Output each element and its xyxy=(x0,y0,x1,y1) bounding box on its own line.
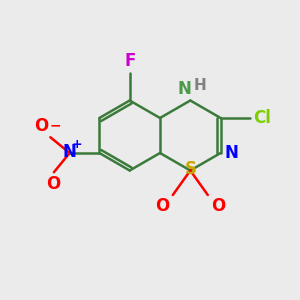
Text: F: F xyxy=(124,52,135,70)
Text: +: + xyxy=(71,137,82,151)
Text: O: O xyxy=(211,197,225,215)
Text: N: N xyxy=(177,80,191,98)
Text: O: O xyxy=(34,117,48,135)
Text: S: S xyxy=(184,160,196,178)
Text: N: N xyxy=(63,143,76,161)
Text: −: − xyxy=(50,118,61,132)
Text: O: O xyxy=(156,197,170,215)
Text: N: N xyxy=(225,144,238,162)
Text: H: H xyxy=(193,77,206,92)
Text: O: O xyxy=(46,175,60,193)
Text: Cl: Cl xyxy=(254,109,271,127)
